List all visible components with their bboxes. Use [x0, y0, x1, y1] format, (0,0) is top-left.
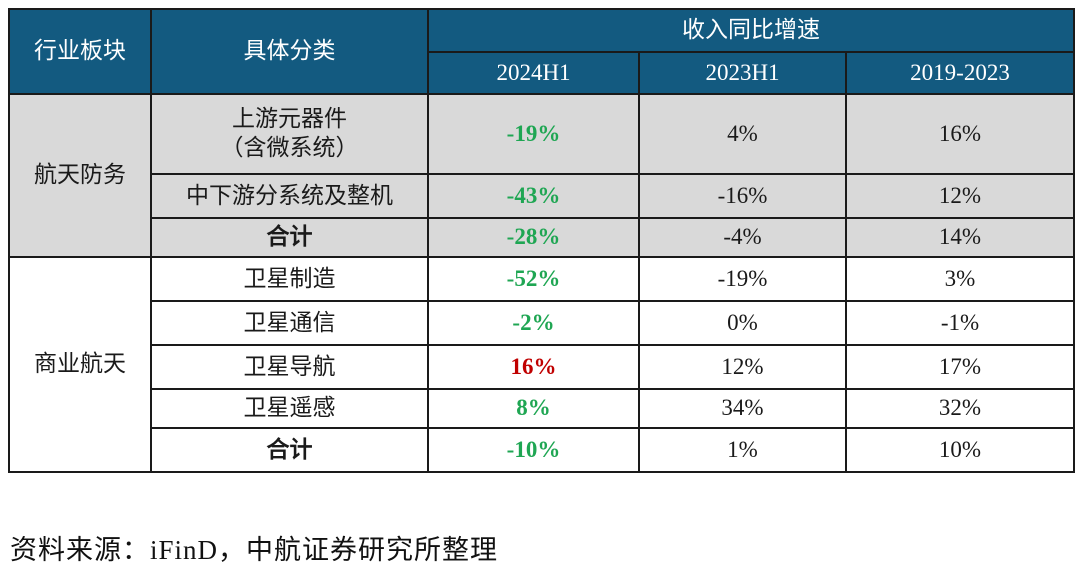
value-2019-2023: -1%: [844, 300, 1076, 346]
header-period-2023h1: 2023H1: [638, 51, 847, 95]
category-cell: 卫星制造: [150, 256, 429, 302]
header-growth-title: 收入同比增速: [426, 8, 1076, 53]
table-row: 卫星导航 16% 12% 17%: [9, 344, 1076, 390]
category-cell: 卫星导航: [150, 344, 429, 390]
value-2023h1: 12%: [638, 344, 847, 390]
value-2023h1: -4%: [638, 217, 847, 258]
value-2023h1: 1%: [638, 427, 847, 473]
value-2019-2023: 3%: [844, 256, 1076, 302]
table-row: 合计 -10% 1% 10%: [9, 427, 1076, 473]
value-2024h1: -10%: [427, 427, 640, 473]
value-2019-2023: 14%: [844, 217, 1076, 258]
header-period-2024h1: 2024H1: [427, 51, 640, 95]
category-cell: 卫星通信: [150, 300, 429, 346]
header-category: 具体分类: [150, 8, 429, 95]
value-2024h1: -19%: [427, 93, 640, 175]
value-2023h1: 4%: [638, 93, 847, 175]
table-row: 航天防务 上游元器件 （含微系统） -19% 4% 16%: [8, 93, 1076, 258]
value-2024h1: -52%: [427, 256, 640, 302]
category-cell: 上游元器件 （含微系统）: [150, 93, 429, 175]
table-row: 卫星遥感 8% 34% 32%: [9, 388, 1076, 429]
category-cell: 卫星遥感: [150, 388, 429, 429]
category-line-1: 上游元器件: [232, 106, 347, 132]
value-2023h1: -16%: [638, 173, 847, 219]
source-note: 资料来源：iFinD，中航证券研究所整理: [10, 535, 499, 565]
revenue-growth-table: 行业板块 具体分类 收入同比增速 2024H1 2023H1 2019-2023…: [8, 8, 1076, 473]
category-cell: 中下游分系统及整机: [150, 173, 429, 219]
industry-cell-hangtianfangwu: 航天防务: [8, 93, 152, 258]
value-2019-2023: 32%: [844, 388, 1076, 429]
value-2024h1: -2%: [427, 300, 640, 346]
category-cell-total: 合计: [150, 217, 429, 258]
table-row: 卫星通信 -2% 0% -1%: [9, 300, 1076, 346]
value-2023h1: 34%: [638, 388, 847, 429]
category-line-2: （含微系统）: [220, 135, 359, 160]
value-2024h1: -28%: [427, 217, 640, 258]
value-2023h1: -19%: [638, 256, 847, 302]
value-2024h1: 16%: [427, 344, 640, 390]
header-period-2019-2023: 2019-2023: [844, 51, 1076, 95]
table-row: 合计 -28% -4% 14%: [9, 217, 1076, 258]
category-cell-total: 合计: [150, 427, 429, 473]
value-2023h1: 0%: [638, 300, 847, 346]
table-row: 商业航天 卫星制造 -52% -19% 3%: [8, 256, 1076, 473]
value-2024h1: 8%: [427, 388, 640, 429]
value-2019-2023: 10%: [844, 427, 1076, 473]
table-row: 中下游分系统及整机 -43% -16% 12%: [9, 173, 1076, 219]
industry-cell-shangyehangtian: 商业航天: [8, 256, 152, 473]
value-2019-2023: 12%: [844, 173, 1076, 219]
header-industry: 行业板块: [8, 8, 152, 95]
value-2024h1: -43%: [427, 173, 640, 219]
value-2019-2023: 17%: [844, 344, 1076, 390]
value-2019-2023: 16%: [844, 93, 1076, 175]
